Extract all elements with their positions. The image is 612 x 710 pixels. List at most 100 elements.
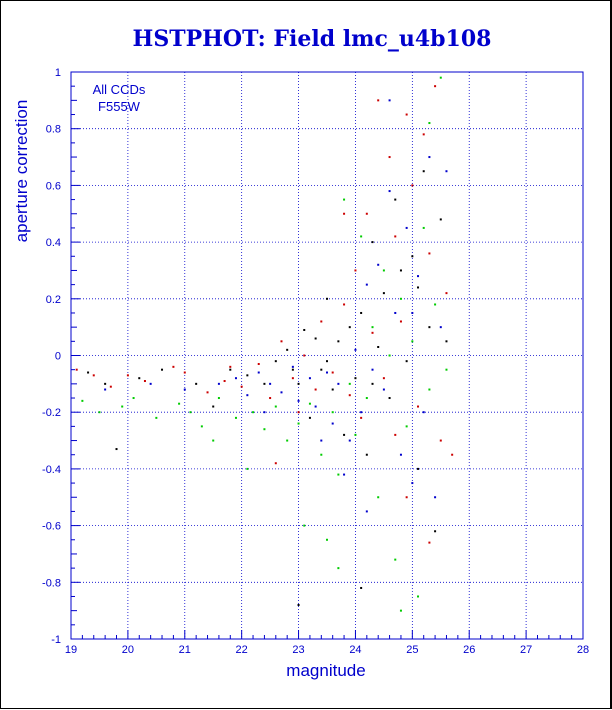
- data-point: [377, 496, 380, 499]
- data-point: [428, 326, 431, 329]
- data-point: [280, 340, 283, 343]
- data-point: [365, 212, 368, 215]
- data-point: [286, 348, 289, 351]
- data-point: [365, 510, 368, 513]
- data-point: [132, 397, 135, 400]
- data-point: [280, 391, 283, 394]
- data-point: [223, 380, 226, 383]
- data-point: [388, 354, 391, 357]
- data-point: [371, 241, 374, 244]
- data-point: [337, 567, 340, 570]
- data-point: [377, 99, 380, 102]
- data-point: [399, 609, 402, 612]
- data-point: [411, 482, 414, 485]
- data-point: [98, 411, 101, 414]
- data-point: [291, 365, 294, 368]
- y-tick-label: -0.4: [42, 464, 61, 476]
- data-point: [308, 377, 311, 380]
- data-point: [297, 411, 300, 414]
- data-point: [445, 340, 448, 343]
- data-point: [303, 328, 306, 331]
- data-point: [337, 382, 340, 385]
- x-axis-title: magnitude: [286, 661, 365, 680]
- data-point: [217, 397, 220, 400]
- data-point: [382, 377, 385, 380]
- data-point: [320, 439, 323, 442]
- data-point: [343, 303, 346, 306]
- data-point: [326, 538, 328, 541]
- data-point: [195, 382, 198, 385]
- data-point: [348, 382, 351, 385]
- data-point: [246, 394, 249, 397]
- data-point: [291, 377, 294, 380]
- data-point: [394, 198, 397, 201]
- data-point: [269, 397, 272, 400]
- data-point: [377, 345, 380, 348]
- data-point: [422, 133, 425, 136]
- data-point: [314, 337, 317, 340]
- data-point: [331, 411, 334, 414]
- data-point: [428, 122, 431, 125]
- data-point: [354, 377, 357, 380]
- data-point: [439, 439, 442, 442]
- data-point: [121, 405, 124, 408]
- data-point: [126, 374, 129, 377]
- data-point: [411, 340, 414, 343]
- data-point: [183, 388, 186, 391]
- data-point: [434, 303, 437, 306]
- data-point: [360, 586, 363, 589]
- y-tick-label: -0.8: [42, 577, 61, 589]
- data-point: [399, 269, 402, 272]
- data-point: [297, 422, 300, 425]
- data-point: [263, 382, 266, 385]
- series-3: [104, 99, 448, 513]
- data-point: [388, 397, 391, 400]
- series-2: [81, 76, 448, 612]
- data-point: [360, 311, 363, 314]
- data-point: [172, 365, 175, 368]
- grid-lines: [71, 72, 583, 639]
- data-point: [354, 269, 357, 272]
- data-point: [434, 530, 437, 533]
- data-point: [360, 416, 363, 419]
- data-point: [445, 292, 448, 295]
- data-point: [394, 235, 397, 238]
- data-point: [274, 405, 277, 408]
- x-tick-label: 24: [349, 644, 361, 656]
- data-point: [388, 99, 391, 102]
- x-tick-label: 19: [65, 644, 77, 656]
- x-tick-label: 26: [463, 644, 475, 656]
- data-point: [411, 184, 414, 187]
- data-point: [445, 170, 448, 173]
- data-point: [183, 371, 186, 374]
- x-tick-label: 23: [292, 644, 304, 656]
- data-point: [417, 275, 420, 278]
- data-point: [348, 394, 351, 397]
- data-point: [263, 411, 266, 414]
- data-point: [337, 473, 340, 476]
- data-point: [451, 453, 454, 456]
- data-point: [320, 320, 323, 323]
- data-point: [286, 439, 289, 442]
- data-point: [371, 331, 374, 334]
- y-tick-label: -0.2: [42, 407, 61, 419]
- data-point: [138, 377, 141, 380]
- data-point: [354, 348, 357, 351]
- data-point: [439, 76, 442, 79]
- data-point: [143, 380, 146, 383]
- data-point: [331, 422, 334, 425]
- data-point: [104, 382, 107, 385]
- data-point: [240, 385, 243, 388]
- data-point: [348, 326, 351, 329]
- data-point: [297, 399, 300, 402]
- y-tick-label: 0.6: [46, 180, 61, 192]
- data-point: [422, 411, 425, 414]
- data-point: [405, 360, 408, 363]
- data-point: [303, 524, 306, 527]
- data-point: [308, 416, 311, 419]
- data-point: [405, 496, 408, 499]
- data-point: [274, 462, 277, 465]
- data-point: [320, 453, 323, 456]
- data-point: [434, 85, 437, 88]
